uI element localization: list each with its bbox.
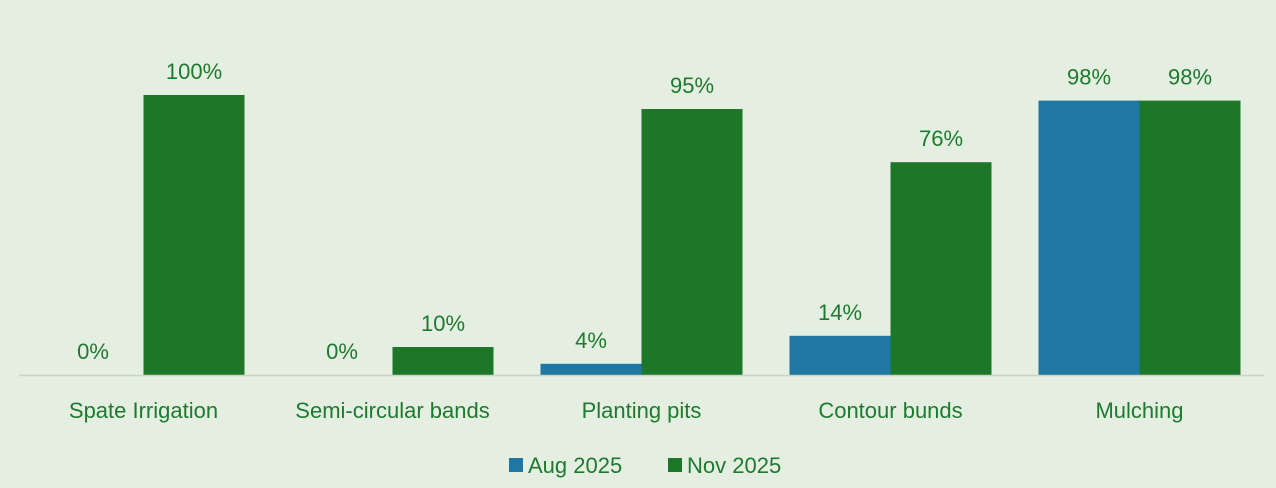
data-label: 0% — [77, 339, 109, 364]
category-label: Contour bunds — [818, 398, 962, 423]
legend-label: Nov 2025 — [687, 453, 781, 478]
data-label: 0% — [326, 339, 358, 364]
bar-aug-2025-4 — [1038, 100, 1140, 375]
bar-aug-2025-2 — [540, 363, 642, 375]
data-label: 98% — [1168, 65, 1212, 90]
data-label: 98% — [1067, 65, 1111, 90]
category-label: Mulching — [1095, 398, 1183, 423]
category-label: Semi-circular bands — [295, 398, 489, 423]
legend-label: Aug 2025 — [528, 453, 622, 478]
bar-nov-2025-0 — [143, 95, 245, 375]
bar-aug-2025-3 — [789, 335, 891, 375]
data-label: 10% — [421, 311, 465, 336]
data-label: 14% — [818, 300, 862, 325]
data-label: 95% — [670, 73, 714, 98]
bar-nov-2025-4 — [1139, 100, 1241, 375]
data-label: 4% — [575, 328, 607, 353]
legend-swatch — [509, 458, 523, 472]
category-label: Spate Irrigation — [69, 398, 218, 423]
bar-nov-2025-3 — [890, 162, 992, 375]
bar-nov-2025-2 — [641, 109, 743, 375]
data-label: 76% — [919, 126, 963, 151]
category-label: Planting pits — [582, 398, 702, 423]
legend-swatch — [668, 458, 682, 472]
data-label: 100% — [166, 59, 222, 84]
bar-nov-2025-1 — [392, 347, 494, 375]
